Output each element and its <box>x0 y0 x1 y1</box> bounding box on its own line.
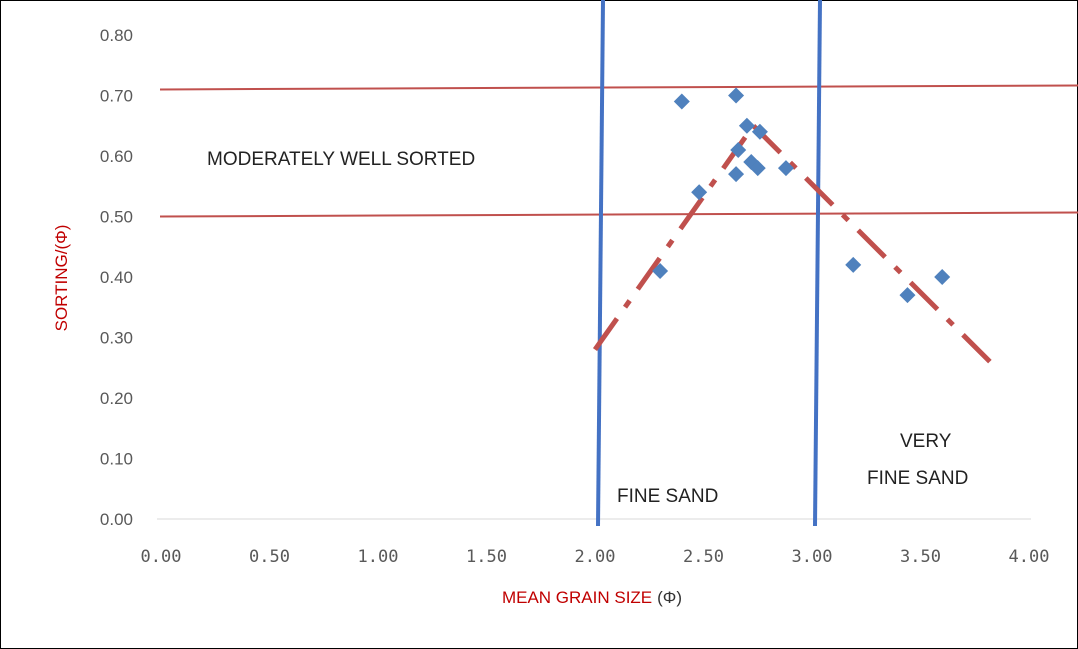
y-tick-labels: 0.00 0.10 0.20 0.30 0.40 0.50 0.60 0.70 0.80 <box>100 26 133 529</box>
annotation-very-fine-sand-line1: VERY <box>900 431 952 452</box>
data-point <box>738 117 755 134</box>
annotation-very-fine-sand-line2: FINE SAND <box>867 468 968 489</box>
data-point <box>652 262 669 279</box>
x-axis-label: MEAN GRAIN SIZE (Φ) <box>502 588 682 607</box>
data-point <box>934 269 951 285</box>
annotation-fine-sand: FINE SAND <box>617 486 718 507</box>
grain-size-boundary-line <box>813 0 822 527</box>
x-tick-label: 1.50 <box>466 547 507 567</box>
x-tick-label: 3.50 <box>900 547 941 567</box>
y-tick-label: 0.20 <box>100 389 133 408</box>
data-points <box>652 87 951 304</box>
trend-lines <box>592 123 992 364</box>
trend-line <box>751 123 992 364</box>
x-axis-label-name: MEAN GRAIN SIZE <box>502 588 652 607</box>
annotation-moderately-well-sorted: MODERATELY WELL SORTED <box>207 149 475 170</box>
data-point <box>749 160 766 177</box>
y-tick-label: 0.60 <box>100 147 133 166</box>
y-tick-label: 0.70 <box>100 87 133 106</box>
x-tick-label: 0.50 <box>249 547 290 567</box>
x-tick-label: 1.00 <box>358 547 399 567</box>
sorting-boundary-lines <box>159 84 1078 218</box>
x-tick-label: 4.00 <box>1009 547 1050 567</box>
y-tick-label: 0.10 <box>100 450 133 469</box>
data-point <box>691 184 708 201</box>
y-tick-label: 0.00 <box>100 510 133 529</box>
y-axis-label: SORTING/(Φ) <box>52 225 71 332</box>
trend-line <box>592 124 756 352</box>
x-tick-labels: 0.00 0.50 1.00 1.50 2.00 2.50 3.00 3.50 4.00 <box>141 547 1050 567</box>
sorting-boundary-line <box>159 211 1078 218</box>
y-tick-label: 0.80 <box>100 26 133 45</box>
x-axis-label-unit: (Φ) <box>657 588 682 607</box>
data-point <box>777 160 794 177</box>
y-tick-label: 0.50 <box>100 208 133 227</box>
data-point <box>728 87 745 104</box>
sorting-boundary-line <box>159 84 1078 91</box>
x-tick-label: 3.00 <box>792 547 833 567</box>
data-point <box>673 93 690 110</box>
data-point <box>899 287 916 304</box>
y-tick-label: 0.40 <box>100 268 133 287</box>
data-point <box>751 123 768 140</box>
y-tick-label: 0.30 <box>100 329 133 348</box>
x-tick-label: 2.00 <box>575 547 616 567</box>
x-tick-label: 2.50 <box>683 547 724 567</box>
x-tick-label: 0.00 <box>141 547 182 567</box>
data-point <box>845 256 862 273</box>
grain-size-boundary-line <box>596 0 605 527</box>
data-point <box>728 166 745 183</box>
data-point <box>730 141 747 158</box>
grain-size-boundary-lines <box>596 0 822 527</box>
